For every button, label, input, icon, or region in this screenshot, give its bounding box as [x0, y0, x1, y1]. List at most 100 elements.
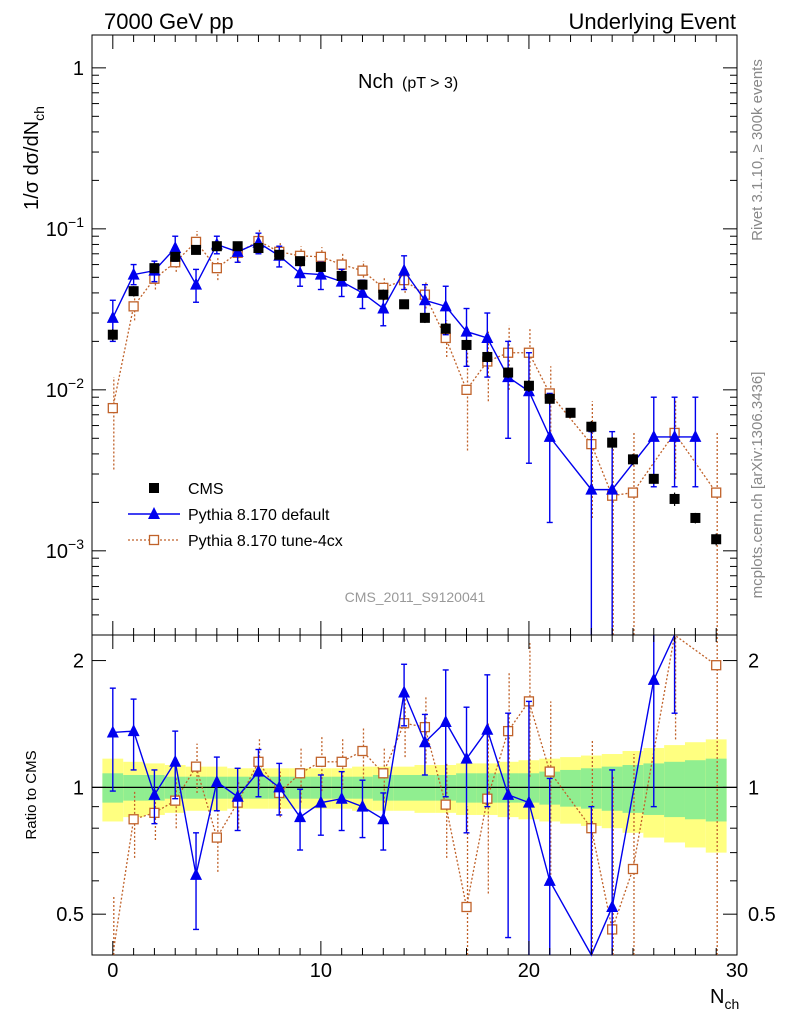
ratio-tune-4cx-point [440, 799, 451, 810]
default-point [106, 310, 119, 323]
y-axis-label: 1/σ dσ/dNch [21, 106, 47, 210]
x-tick-label: 0 [107, 960, 118, 982]
ratio-default-point [231, 789, 244, 802]
y-tick-label: 10−3 [46, 536, 84, 563]
header-left: 7000 GeV pp [104, 9, 234, 34]
ratio-default-point [210, 774, 223, 787]
ratio-default-point [647, 672, 660, 685]
tune-4cx-point [211, 262, 222, 274]
ratio-band-inner [705, 758, 727, 822]
ratio-default-point [148, 787, 161, 800]
ratio-tune-4cx-point [378, 768, 389, 779]
ratio-y-tick-label: 1 [73, 777, 84, 799]
ratio-default-point [502, 787, 515, 800]
cms-point [461, 339, 472, 350]
legend-symbol-cms [149, 483, 159, 493]
default-point [294, 266, 307, 279]
ratio-default-point [356, 799, 369, 812]
ratio-default-point [439, 714, 452, 727]
default-point [689, 429, 702, 442]
legend: CMS Pythia 8.170 default Pythia 8.170 tune… [128, 481, 343, 550]
cms-point [523, 380, 534, 391]
default-point [418, 293, 431, 306]
default-point [377, 301, 390, 314]
ratio-default-point [127, 724, 140, 737]
cms-point [357, 279, 368, 290]
cms-point [274, 249, 285, 260]
default-point [668, 429, 681, 442]
ratio-default-point [314, 795, 327, 808]
ratio-y-tick-label-right: 1 [748, 777, 759, 799]
ratio-tune-4cx-point [190, 761, 202, 772]
ratio-tune-4cx-point [357, 745, 368, 757]
ratio-default-point [522, 795, 535, 808]
cms-point [315, 261, 326, 272]
ratio-default-point [294, 810, 307, 823]
y-tick-label: 10−2 [46, 375, 84, 402]
default-point [439, 299, 452, 312]
ratio-tune-4cx-point [544, 766, 555, 777]
x-axis: 0 10 20 30 [91, 35, 748, 982]
ratio-band-inner [560, 769, 581, 807]
cms-point [253, 243, 264, 254]
series-cms [107, 241, 722, 546]
ratio-band-inner [580, 768, 602, 809]
legend-label: Pythia 8.170 tune-4cx [188, 533, 343, 550]
ratio-tune-4cx-point [315, 756, 327, 767]
ratio-y-tick-label: 2 [73, 651, 84, 673]
ratio-default-point [252, 764, 265, 777]
ratio-default-point [418, 735, 431, 748]
ratio-tune-4cx-point [461, 901, 472, 913]
cms-point [170, 251, 181, 262]
cms-point [690, 512, 701, 523]
x-tick-label: 30 [726, 960, 748, 982]
ratio-band-inner [664, 761, 685, 818]
tune-4cx-point [315, 251, 327, 262]
cms-point [378, 289, 389, 300]
ratio-band-inner [622, 765, 644, 813]
tune-4cx-line [112, 240, 717, 497]
ratio-axis-label: Ratio to CMS [23, 750, 40, 839]
x-axis-label: Nch [710, 986, 739, 1012]
cms-point [128, 286, 139, 297]
series-default [106, 232, 702, 635]
cms-point [711, 534, 722, 545]
ratio-tune-4cx-point [211, 832, 222, 843]
tune-4cx-point [336, 259, 347, 270]
default-point [481, 330, 494, 343]
series-tune-4cx [107, 229, 722, 635]
ratio-default-point [106, 725, 119, 738]
x-tick-label: 10 [310, 960, 332, 982]
ratio-plot-frame [91, 634, 738, 956]
ratio-default-point [273, 780, 286, 793]
ratio-tune-4cx-point [294, 768, 306, 779]
tune-4cx-point [461, 384, 472, 395]
ratio-default-line [112, 634, 676, 957]
cms-point [336, 270, 347, 281]
ratio-default-point [190, 867, 203, 880]
y-axis-label-sub: ch [31, 106, 47, 121]
ratio-series-default [106, 634, 678, 957]
ratio-y-tick-label-right: 0.5 [748, 904, 776, 926]
cms-point [149, 263, 160, 274]
ratio-default-point [543, 873, 556, 886]
ratio-y-tick-label: 0.5 [56, 904, 84, 926]
analysis-id: CMS_2011_S9120041 [345, 589, 486, 605]
ratio-default-point [377, 812, 390, 825]
cms-point [440, 323, 451, 334]
default-point [356, 285, 369, 298]
default-point [585, 482, 598, 495]
ratio-tune-4cx-point [336, 756, 347, 767]
header-right: Underlying Event [568, 9, 736, 34]
default-point [398, 263, 411, 276]
ratio-default-point [398, 685, 411, 698]
cms-point [648, 473, 659, 484]
cms-point [211, 241, 222, 252]
legend-symbol-tune-4cx [148, 534, 160, 546]
ratio-default-point [481, 722, 494, 735]
tune-4cx-point [128, 301, 139, 312]
cms-point [419, 312, 430, 323]
ratio-band-inner [684, 760, 706, 820]
ratio-tune-4cx-point [128, 814, 139, 825]
